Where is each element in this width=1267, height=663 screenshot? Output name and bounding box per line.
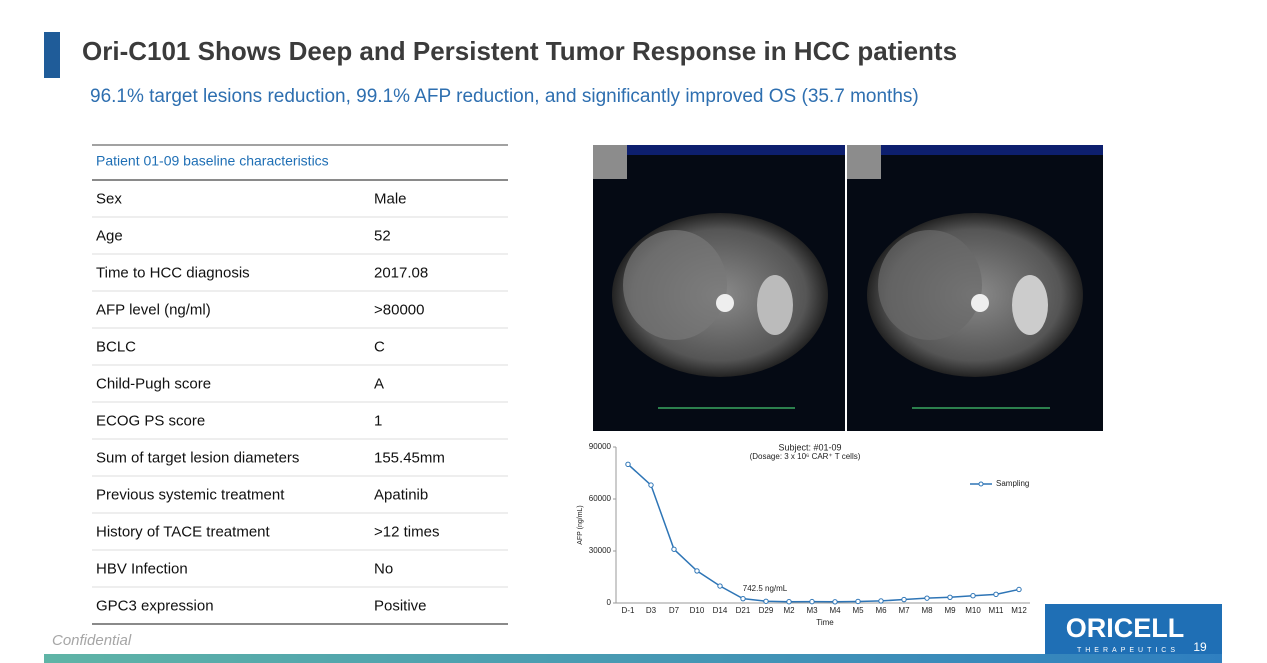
y-tick-label: 0: [607, 598, 612, 607]
slide-subtitle: 96.1% target lesions reduction, 99.1% AF…: [90, 86, 919, 107]
mri-corner: [847, 145, 881, 179]
y-tick-label: 60000: [589, 494, 612, 503]
legend-marker: [978, 481, 984, 487]
marker: [671, 546, 677, 552]
mri-images: [593, 145, 1103, 431]
x-tick-label: M3: [806, 606, 818, 615]
logo-box: [1045, 604, 1222, 660]
marker: [878, 598, 884, 604]
x-axis-label: Time: [816, 618, 834, 627]
marker: [993, 591, 999, 598]
marker: [832, 599, 838, 605]
line: [627, 463, 1020, 603]
row-label: HBV Infection: [96, 560, 188, 577]
row-value: Positive: [374, 597, 427, 614]
marker: [694, 568, 700, 574]
row-label: GPC3 expression: [96, 597, 214, 614]
row-value: C: [374, 338, 385, 355]
chart-title: Subject: #01-09: [778, 442, 841, 452]
footer-bar: [44, 654, 1222, 663]
marker: [786, 599, 792, 605]
row-value: 155.45mm: [374, 449, 445, 466]
row-value: >12 times: [374, 523, 439, 540]
row-value: 2017.08: [374, 264, 428, 281]
y-tick-label: 30000: [589, 546, 612, 555]
mri-aorta: [971, 294, 989, 312]
row-label: Sum of target lesion diameters: [96, 449, 299, 466]
row-value: Apatinib: [374, 486, 428, 503]
x-tick-label: M8: [921, 606, 933, 615]
x-tick-label: M11: [989, 606, 1005, 615]
x-tick-label: D10: [690, 606, 705, 615]
x-tick-label: M10: [965, 606, 981, 615]
row-value: A: [374, 375, 384, 392]
row-value: Male: [374, 190, 407, 207]
annotation: 742.5 ng/mL: [743, 584, 788, 593]
page-number: 19: [1193, 640, 1207, 654]
y-axis-label: AFP (ng/mL): [577, 505, 584, 545]
row-label: BCLC: [96, 338, 136, 355]
mri-spleen: [757, 275, 793, 335]
row-value: No: [374, 560, 393, 577]
x-tick-label: M6: [875, 606, 887, 615]
marker: [625, 461, 631, 468]
mri-aorta: [716, 294, 734, 312]
row-label: ECOG PS score: [96, 412, 205, 429]
row-label: Age: [96, 227, 123, 244]
x-tick-label: D21: [736, 606, 751, 615]
x-tick-label: D14: [713, 606, 728, 615]
row-label: Sex: [96, 190, 122, 207]
x-tick-label: D7: [669, 606, 680, 615]
x-tick-label: D29: [759, 606, 774, 615]
row-value: >80000: [374, 301, 424, 318]
x-tick-label: M12: [1011, 606, 1027, 615]
x-tick-label: M9: [944, 606, 956, 615]
x-tick-label: D3: [646, 606, 657, 615]
row-label: Child-Pugh score: [96, 375, 211, 392]
row-label: History of TACE treatment: [96, 523, 270, 540]
afp-chart: Subject: #01-09 (Dosage: 3 x 10⁶ CAR⁺ T …: [577, 442, 1030, 627]
mri-bar: [627, 145, 845, 155]
y-tick-label: 90000: [589, 442, 612, 451]
title-accent: [44, 32, 60, 78]
x-tick-label: M5: [852, 606, 864, 615]
marker: [1016, 586, 1022, 593]
mri-liver: [878, 230, 982, 340]
table: Patient 01-09 baseline characteristics Se…: [92, 144, 508, 625]
logo-sub: THERAPEUTICS: [1077, 647, 1179, 654]
row-value: 1: [374, 412, 382, 429]
x-tick-label: M4: [829, 606, 841, 615]
marker: [648, 482, 654, 488]
table-header: Patient 01-09 baseline characteristics: [96, 153, 329, 169]
row-label: Previous systemic treatment: [96, 486, 285, 503]
legend-label: Sampling: [996, 479, 1029, 488]
row-value: 52: [374, 227, 391, 244]
marker: [924, 595, 930, 601]
row-label: Time to HCC diagnosis: [96, 264, 250, 281]
marker: [855, 598, 861, 605]
marker: [901, 596, 907, 603]
x-tick-label: M7: [898, 606, 910, 615]
marker: [809, 598, 815, 605]
chart-subtitle: (Dosage: 3 x 10⁶ CAR⁺ T cells): [750, 452, 861, 461]
marker: [740, 595, 746, 602]
mri-corner: [593, 145, 627, 179]
x-tick-label: M2: [783, 606, 795, 615]
mri-spleen: [1012, 275, 1048, 335]
marker: [717, 583, 723, 589]
marker: [763, 598, 769, 604]
logo: ORICELL: [1066, 613, 1185, 643]
slide-title: Ori-C101 Shows Deep and Persistent Tumor…: [82, 36, 957, 66]
mri-liver: [623, 230, 727, 340]
row-label: AFP level (ng/ml): [96, 301, 211, 318]
confidential: Confidential: [52, 632, 132, 649]
x-tick-label: D-1: [622, 606, 635, 615]
marker: [970, 593, 976, 599]
mri-bar: [881, 145, 1103, 155]
marker: [947, 594, 953, 600]
